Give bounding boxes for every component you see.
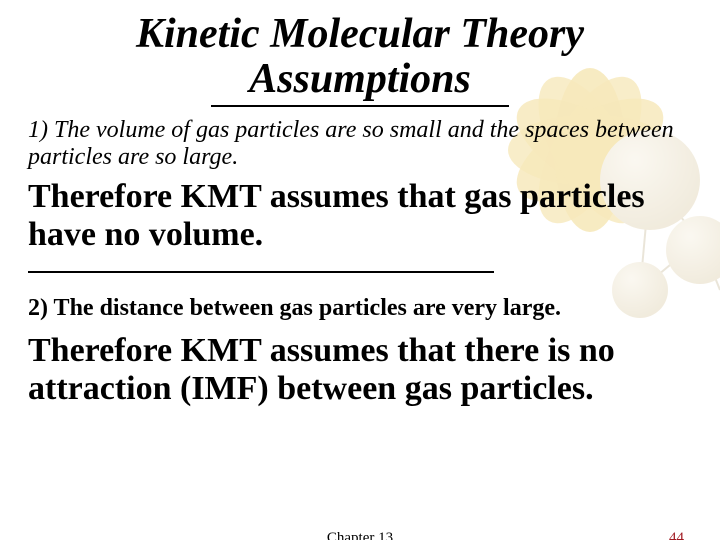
therefore-1: Therefore KMT assumes that gas particles… [28,178,692,253]
title-line-2: Assumptions [249,56,471,102]
therefore-2: Therefore KMT assumes that there is no a… [28,332,692,407]
slide-content: Kinetic Molecular Theory Assumptions 1) … [0,0,720,540]
assumption-2: 2) The distance between gas particles ar… [28,295,692,322]
slide-title: Kinetic Molecular Theory Assumptions [28,12,692,103]
assumption-1: 1) The volume of gas particles are so sm… [28,117,692,171]
title-underline [211,105,509,107]
therefore-1-underline [28,271,494,273]
title-line-1: Kinetic Molecular Theory [136,11,584,57]
